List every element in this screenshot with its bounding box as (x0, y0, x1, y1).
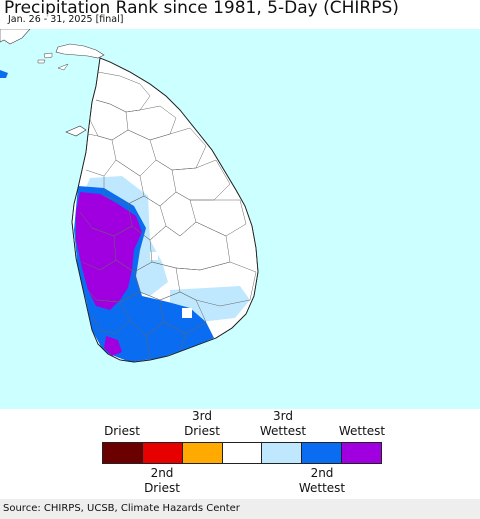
jaffna-peninsula (55, 43, 105, 59)
source-credit: Source: CHIRPS, UCSB, Climate Hazards Ce… (0, 499, 480, 519)
legend-text: 2nd Driest (144, 466, 180, 495)
legend-label-2nd-wettest: 2nd Wettest (282, 466, 362, 496)
swatch-2nd-driest (142, 443, 183, 463)
swatch-2nd-wettest (302, 443, 343, 463)
normal-cell (182, 308, 192, 318)
coastline (71, 57, 259, 363)
swatch-wettest (342, 443, 382, 463)
legend: Driest 3rd Driest 3rd Wettest Wettest 2nd D… (0, 409, 480, 499)
mannar-island (65, 125, 87, 137)
india-wet-patch (0, 70, 8, 78)
district-boundaries (79, 71, 257, 359)
india-coast (0, 29, 31, 45)
third-wettest-area (108, 178, 126, 196)
swatch-3rd-driest (182, 443, 223, 463)
swatch-3rd-wettest (262, 443, 303, 463)
island (43, 52, 53, 59)
swatch-driest (103, 443, 143, 463)
legend-label-driest: Driest (104, 424, 140, 438)
normal-cell (150, 252, 158, 260)
legend-text: 3rd Driest (184, 409, 220, 438)
legend-label-3rd-driest: 3rd Driest (162, 409, 242, 439)
legend-text: 2nd Wettest (298, 466, 346, 495)
wettest-area (104, 336, 122, 356)
wettest-area (76, 192, 142, 310)
map-panel (0, 29, 480, 409)
map-subtitle: Jan. 26 - 31, 2025 [final] (6, 14, 126, 26)
legend-label-wettest: Wettest (338, 424, 386, 438)
legend-label-2nd-driest: 2nd Driest (122, 466, 202, 496)
legend-swatches (102, 442, 382, 464)
island (57, 63, 69, 71)
swatch-normal (222, 443, 263, 463)
legend-label-3rd-wettest: 3rd Wettest (243, 409, 323, 439)
island (37, 59, 46, 64)
sri-lanka-map (0, 29, 480, 409)
map-title: Precipitation Rank since 1981, 5-Day (CH… (4, 0, 399, 18)
legend-text: 3rd Wettest (259, 409, 307, 438)
